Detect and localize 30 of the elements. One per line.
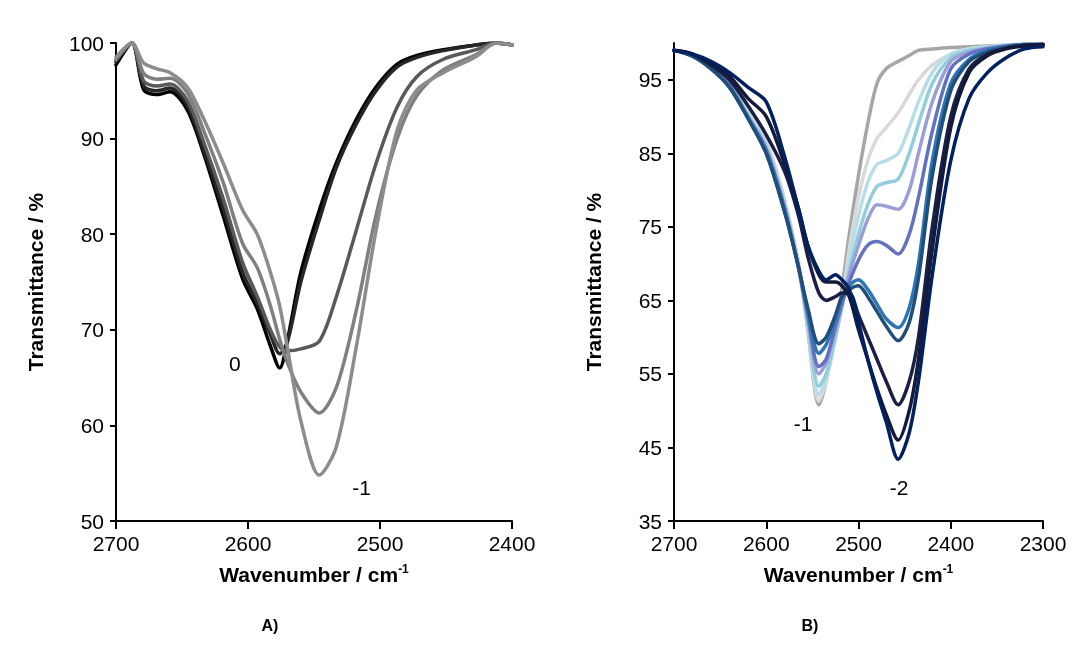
y-tick-label: 85 xyxy=(638,141,662,165)
x-tick-label: 2400 xyxy=(927,532,975,555)
annotation: -1 xyxy=(793,411,813,435)
x-tick-label: 2500 xyxy=(356,532,404,555)
y-tick-label: 75 xyxy=(638,215,662,239)
y-tick-label: 60 xyxy=(80,413,104,437)
text: B) xyxy=(801,616,819,634)
x-tick-label: 2600 xyxy=(742,532,790,555)
annotation: -1 xyxy=(352,476,371,500)
x-tick-label: 2700 xyxy=(92,532,140,555)
x-tick-label: 2400 xyxy=(488,532,536,555)
y-tick-label: 45 xyxy=(638,435,662,459)
y-tick-label: 65 xyxy=(638,288,662,312)
y-tick-label: 95 xyxy=(638,68,662,92)
x-tick-label: 2600 xyxy=(224,532,272,555)
y-tick-label: 70 xyxy=(80,318,104,342)
x-tick-label: 2300 xyxy=(1019,532,1067,555)
text: A) xyxy=(261,616,279,634)
y-tick-label: 50 xyxy=(80,509,104,533)
y-tick-label: 100 xyxy=(68,31,104,55)
y-axis-title: Transmittance / % xyxy=(24,192,47,372)
annotation: 0 xyxy=(228,351,241,375)
x-tick-label: 2700 xyxy=(650,532,698,555)
y-tick-label: 55 xyxy=(638,362,662,386)
y-axis-title: Transmittance / % xyxy=(582,192,605,372)
y-tick-label: 80 xyxy=(80,222,104,246)
y-tick-label: 90 xyxy=(80,127,104,151)
x-tick-label: 2500 xyxy=(835,532,882,555)
annotation: -2 xyxy=(889,476,909,500)
y-tick-label: 35 xyxy=(638,509,662,533)
